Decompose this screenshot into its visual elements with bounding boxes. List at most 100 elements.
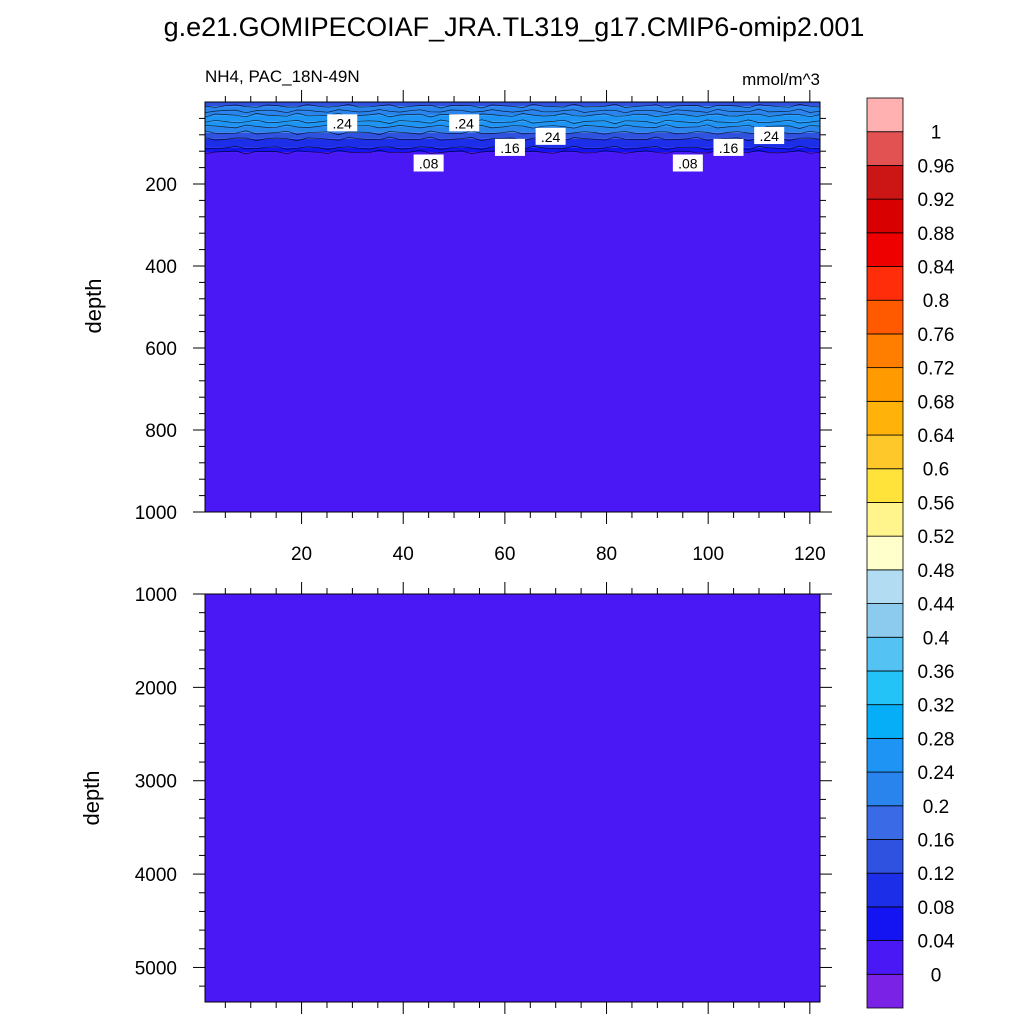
colorbar-swatch [866, 973, 904, 1009]
contour-label: .24 [454, 115, 474, 131]
contour-fill [205, 152, 820, 512]
panel-subtitle-left: NH4, PAC_18N-49N [205, 67, 360, 86]
contour-line [204, 130, 821, 136]
colorbar-label: 0.24 [918, 763, 955, 784]
contour-fill [205, 121, 820, 127]
colorbar-label: 0.76 [918, 325, 955, 346]
colorbar-label: 0.68 [918, 392, 955, 413]
x-tick-label: 80 [596, 544, 617, 565]
contour-label: .16 [719, 140, 739, 156]
contour-fill [205, 111, 820, 116]
colorbar-label: 0.6 [923, 460, 949, 481]
colorbar-swatch [866, 771, 904, 807]
colorbar-swatch [866, 367, 904, 402]
colorbar-swatch [866, 468, 904, 503]
colorbar-swatch [866, 872, 904, 908]
contour-label-box [535, 127, 566, 145]
contour-label: .24 [759, 128, 779, 144]
colorbar-swatch [866, 737, 904, 773]
y-tick-label: 800 [145, 421, 177, 442]
colorbar-swatch [866, 131, 904, 166]
contour-label-box [494, 138, 525, 156]
plot-frame [204, 593, 821, 1003]
contour-label: .24 [332, 115, 352, 131]
contour-fill [205, 106, 820, 112]
colorbar-label: 0.44 [918, 595, 955, 616]
contour-label-box [413, 154, 444, 172]
colorbar-label: 0.8 [923, 291, 949, 312]
contour-label: .16 [500, 140, 520, 156]
contour-fill [205, 102, 820, 107]
y-tick-label: 1000 [135, 503, 177, 524]
colorbar-swatch [866, 670, 904, 706]
colorbar-label: 0.08 [918, 898, 955, 919]
colorbar-swatch [866, 906, 904, 941]
contour-label-box [672, 154, 703, 172]
colorbar-label: 0.16 [918, 830, 955, 851]
colorbar-label: 0.36 [918, 662, 955, 683]
colorbar-swatch [866, 198, 904, 234]
colorbar-label: 0.32 [918, 696, 955, 717]
colorbar-label: 0.4 [923, 628, 950, 649]
colorbar-label: 0.64 [918, 426, 955, 447]
contour-label: .08 [678, 156, 698, 172]
contour-fill [205, 126, 820, 133]
x-tick-label: 60 [494, 544, 515, 565]
colorbar-label: 0.04 [918, 932, 955, 953]
y-tick-label: 1000 [135, 585, 177, 606]
y-axis-label-bottom: depth [79, 770, 104, 825]
y-tick-label: 4000 [135, 865, 177, 886]
colorbar-swatch [866, 299, 904, 335]
contour-label-box [713, 138, 744, 156]
colorbar-label: 0.56 [918, 493, 955, 514]
contour-fill [205, 594, 820, 1002]
plot-frame [204, 101, 821, 513]
colorbar-swatch [866, 266, 904, 301]
colorbar-label: 0.28 [918, 729, 955, 750]
contour-label: .08 [419, 156, 439, 172]
colorbar-swatch [866, 704, 904, 739]
colorbar-swatch [866, 232, 904, 267]
contour-label-box [754, 127, 785, 145]
colorbar-swatch [866, 603, 904, 638]
colorbar-label: 1 [931, 123, 942, 144]
chart-title: g.e21.GOMIPECOIAF_JRA.TL319_g17.CMIP6-om… [164, 12, 865, 42]
contour-line [204, 112, 821, 118]
colorbar-swatch [866, 333, 904, 369]
y-tick-label: 200 [145, 175, 177, 196]
colorbar-swatch [866, 165, 904, 200]
y-tick-label: 2000 [135, 678, 177, 699]
colorbar-label: 0.92 [918, 190, 955, 211]
colorbar-swatch [866, 502, 904, 537]
contour-label: .24 [541, 129, 561, 145]
colorbar-swatch [866, 97, 904, 133]
contour-line [204, 124, 821, 129]
lower-panel: 1000 2000 3000 4000 5000 [135, 582, 832, 1014]
contour-line [204, 103, 821, 109]
y-tick-label: 5000 [135, 958, 177, 979]
colorbar-swatch [866, 535, 904, 571]
colorbar-label: 0.48 [918, 561, 955, 582]
y-tick-label: 600 [145, 339, 177, 360]
colorbar-label: 0.52 [918, 527, 955, 548]
contour-line [204, 108, 821, 114]
colorbar-label: 0.96 [918, 156, 955, 177]
contour-label-box [327, 114, 358, 132]
x-tick-label: 100 [692, 544, 724, 565]
colorbar-label: 0.84 [918, 258, 955, 279]
colorbar-label: 0.88 [918, 224, 955, 245]
colorbar-label: 0 [931, 965, 942, 986]
colorbar-label: 0.12 [918, 864, 955, 885]
x-tick-label: 20 [291, 544, 312, 565]
colorbar: 0 0.04 0.08 0.12 0.16 0.2 0.24 0.28 0.32 0.36 0.4 0… [866, 97, 955, 1009]
colorbar-swatch [866, 434, 904, 470]
contour-line [204, 119, 821, 125]
x-tick-label: 40 [393, 544, 414, 565]
colorbar-swatch [866, 839, 904, 874]
colorbar-swatch [866, 940, 904, 975]
contour-label-box [449, 114, 480, 132]
upper-panel: .24 .24 .24 .24 .16 .16 .08 .08 200 400 600 800 1000… [135, 90, 832, 565]
colorbar-label: 0.2 [923, 797, 949, 818]
y-tick-label: 3000 [135, 772, 177, 793]
